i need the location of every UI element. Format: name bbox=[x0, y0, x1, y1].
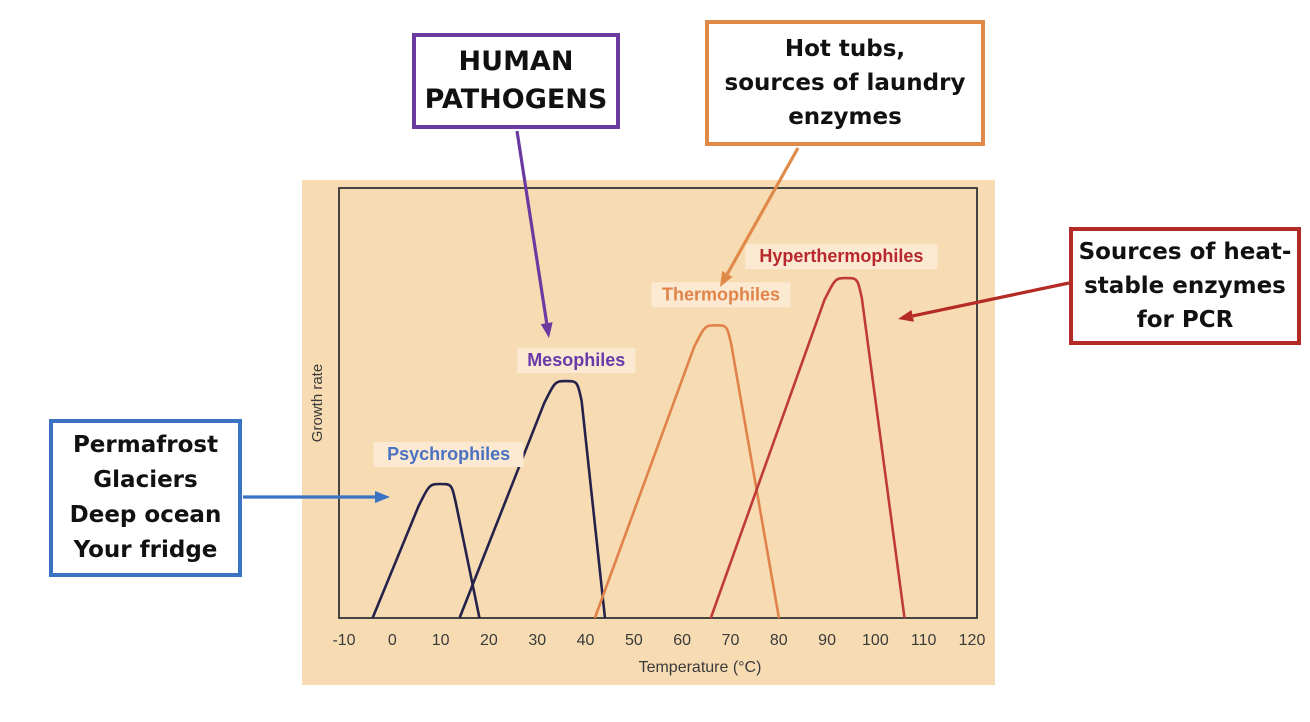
callout-line: PATHOGENS bbox=[424, 84, 608, 115]
psychrophiles-label-bg bbox=[373, 442, 524, 468]
mesophiles-label-bg bbox=[517, 348, 636, 374]
heat-stable-enzymes-callout: Sources of heat- stable enzymes for PCR bbox=[1069, 227, 1301, 345]
x-tick-label: 110 bbox=[911, 632, 937, 649]
y-axis-label: Growth rate bbox=[309, 364, 326, 442]
x-axis-label: Temperature (°C) bbox=[639, 659, 762, 676]
callout-line: Hot tubs, bbox=[784, 36, 906, 62]
heat-stable-arrow bbox=[898, 281, 1070, 322]
cold-habitats-arrow bbox=[243, 491, 390, 503]
psychrophiles-curve bbox=[371, 482, 481, 619]
plot-frame bbox=[338, 187, 978, 619]
x-tick-label: 0 bbox=[388, 632, 397, 649]
hyperthermophiles-label: Hyperthermophiles bbox=[759, 246, 923, 266]
x-tick-label: 120 bbox=[959, 632, 986, 649]
callout-line: for PCR bbox=[1136, 307, 1234, 333]
callout-line: Permafrost bbox=[72, 432, 219, 458]
arrow-shaft bbox=[912, 281, 1070, 318]
growth-curves bbox=[371, 276, 906, 619]
callout-arrows bbox=[243, 130, 1070, 503]
arrow-shaft bbox=[515, 130, 549, 324]
callout-line: HUMAN bbox=[458, 46, 574, 77]
callout-line: Deep ocean bbox=[69, 502, 222, 528]
thermophiles-label-bg bbox=[651, 282, 791, 308]
x-tick-label: 80 bbox=[770, 632, 788, 649]
x-tick-label: 60 bbox=[673, 632, 691, 649]
thermophiles-label: Thermophiles bbox=[662, 284, 780, 304]
hot-tubs-callout: Hot tubs, sources of laundry enzymes bbox=[705, 20, 985, 146]
arrow-shaft bbox=[725, 147, 800, 275]
arrow-head bbox=[540, 322, 553, 338]
callout-line: enzymes bbox=[788, 104, 902, 130]
x-tick-label: 100 bbox=[862, 632, 889, 649]
callout-line: stable enzymes bbox=[1084, 273, 1286, 299]
human-pathogens-callout: HUMAN PATHOGENS bbox=[412, 33, 620, 129]
hyperthermophiles-curve bbox=[709, 276, 906, 619]
callout-line: Your fridge bbox=[73, 537, 218, 563]
x-tick-label: 20 bbox=[480, 632, 498, 649]
x-tick-label: 30 bbox=[528, 632, 546, 649]
callout-line: Sources of heat- bbox=[1078, 239, 1292, 265]
x-tick-label: 40 bbox=[577, 632, 595, 649]
callout-line: Glaciers bbox=[93, 467, 198, 493]
x-axis-ticks: -10 0 10 20 30 40 50 60 70 80 90 100 110 120 bbox=[332, 632, 985, 649]
series-labels: Psychrophiles Mesophiles Thermophiles Hyper… bbox=[373, 244, 938, 468]
x-tick-label: -10 bbox=[332, 632, 355, 649]
cold-habitats-callout: Permafrost Glaciers Deep ocean Your frid… bbox=[49, 419, 242, 577]
x-tick-label: 50 bbox=[625, 632, 643, 649]
psychrophiles-label: Psychrophiles bbox=[387, 444, 510, 464]
mesophiles-label: Mesophiles bbox=[527, 350, 625, 370]
arrow-head bbox=[375, 491, 390, 503]
mesophiles-curve bbox=[458, 379, 607, 619]
arrow-head bbox=[898, 310, 914, 322]
x-tick-label: 90 bbox=[818, 632, 836, 649]
hot-tubs-arrow bbox=[720, 147, 800, 287]
human-pathogens-arrow bbox=[515, 130, 553, 338]
hyperthermophiles-label-bg bbox=[745, 244, 938, 270]
arrow-head bbox=[720, 270, 733, 287]
x-tick-label: 10 bbox=[432, 632, 450, 649]
x-tick-label: 70 bbox=[722, 632, 740, 649]
callout-line: sources of laundry bbox=[724, 70, 966, 96]
thermophiles-curve bbox=[593, 323, 781, 619]
